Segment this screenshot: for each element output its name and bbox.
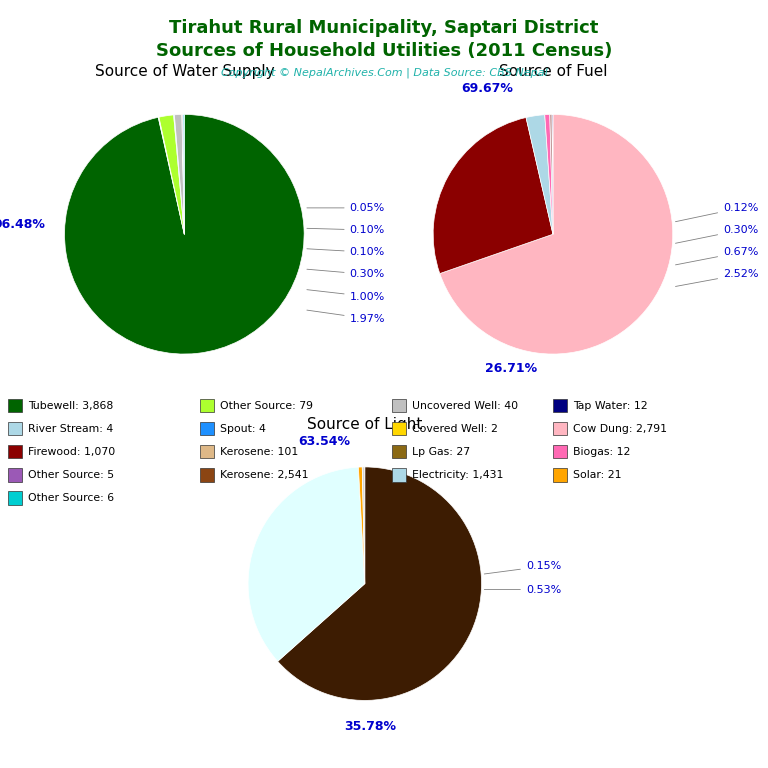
Title: Source of Fuel: Source of Fuel bbox=[498, 65, 607, 79]
Wedge shape bbox=[158, 118, 184, 234]
Text: Lp Gas: 27: Lp Gas: 27 bbox=[412, 446, 470, 457]
Text: 63.54%: 63.54% bbox=[298, 435, 350, 448]
Text: 0.05%: 0.05% bbox=[307, 203, 385, 213]
Text: 0.12%: 0.12% bbox=[676, 203, 759, 222]
Text: River Stream: 4: River Stream: 4 bbox=[28, 423, 113, 434]
Text: Solar: 21: Solar: 21 bbox=[573, 469, 621, 480]
Text: Tap Water: 12: Tap Water: 12 bbox=[573, 400, 647, 411]
Title: Source of Water Supply: Source of Water Supply bbox=[94, 65, 274, 79]
Text: 35.78%: 35.78% bbox=[345, 720, 396, 733]
Text: Sources of Household Utilities (2011 Census): Sources of Household Utilities (2011 Cen… bbox=[156, 42, 612, 60]
Text: Other Source: 79: Other Source: 79 bbox=[220, 400, 313, 411]
Text: Firewood: 1,070: Firewood: 1,070 bbox=[28, 446, 115, 457]
Text: Tubewell: 3,868: Tubewell: 3,868 bbox=[28, 400, 113, 411]
Text: Uncovered Well: 40: Uncovered Well: 40 bbox=[412, 400, 518, 411]
Wedge shape bbox=[440, 114, 673, 354]
Text: Tirahut Rural Municipality, Saptari District: Tirahut Rural Municipality, Saptari Dist… bbox=[169, 19, 599, 37]
Text: Spout: 4: Spout: 4 bbox=[220, 423, 266, 434]
Wedge shape bbox=[359, 467, 365, 584]
Wedge shape bbox=[550, 114, 553, 234]
Text: 69.67%: 69.67% bbox=[461, 81, 513, 94]
Wedge shape bbox=[174, 114, 184, 234]
Text: Other Source: 6: Other Source: 6 bbox=[28, 492, 114, 503]
Text: 0.30%: 0.30% bbox=[307, 270, 385, 280]
Wedge shape bbox=[182, 114, 184, 234]
Wedge shape bbox=[248, 467, 365, 661]
Text: 2.52%: 2.52% bbox=[676, 270, 759, 286]
Text: 0.30%: 0.30% bbox=[676, 225, 758, 243]
Text: Biogas: 12: Biogas: 12 bbox=[573, 446, 631, 457]
Text: Covered Well: 2: Covered Well: 2 bbox=[412, 423, 498, 434]
Text: 26.71%: 26.71% bbox=[485, 362, 537, 375]
Wedge shape bbox=[362, 467, 365, 584]
Text: Other Source: 5: Other Source: 5 bbox=[28, 469, 114, 480]
Text: Kerosene: 101: Kerosene: 101 bbox=[220, 446, 298, 457]
Text: 0.10%: 0.10% bbox=[307, 247, 385, 257]
Wedge shape bbox=[159, 115, 184, 234]
Wedge shape bbox=[526, 114, 553, 234]
Text: Copyright © NepalArchives.Com | Data Source: CBS Nepal: Copyright © NepalArchives.Com | Data Sou… bbox=[220, 68, 548, 78]
Wedge shape bbox=[433, 118, 553, 273]
Text: 1.97%: 1.97% bbox=[307, 310, 386, 323]
Text: Electricity: 1,431: Electricity: 1,431 bbox=[412, 469, 503, 480]
Wedge shape bbox=[174, 115, 184, 234]
Text: 1.00%: 1.00% bbox=[307, 290, 385, 302]
Wedge shape bbox=[182, 114, 184, 234]
Wedge shape bbox=[545, 114, 553, 234]
Text: 0.15%: 0.15% bbox=[485, 561, 561, 574]
Text: 0.53%: 0.53% bbox=[485, 584, 561, 594]
Text: Cow Dung: 2,791: Cow Dung: 2,791 bbox=[573, 423, 667, 434]
Title: Source of Light: Source of Light bbox=[307, 418, 422, 432]
Text: 96.48%: 96.48% bbox=[0, 218, 45, 231]
Wedge shape bbox=[65, 114, 304, 354]
Text: 0.67%: 0.67% bbox=[676, 247, 759, 265]
Wedge shape bbox=[552, 114, 553, 234]
Text: Kerosene: 2,541: Kerosene: 2,541 bbox=[220, 469, 308, 480]
Text: 0.10%: 0.10% bbox=[307, 225, 385, 235]
Wedge shape bbox=[278, 467, 482, 700]
